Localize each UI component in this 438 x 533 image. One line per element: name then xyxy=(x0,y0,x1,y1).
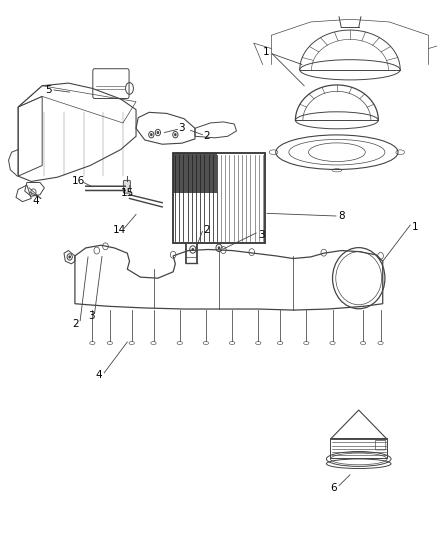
Text: 2: 2 xyxy=(204,131,210,141)
Text: 4: 4 xyxy=(95,370,102,381)
Text: 3: 3 xyxy=(179,123,185,133)
Bar xyxy=(173,154,217,193)
Text: 2: 2 xyxy=(72,319,79,329)
Text: 6: 6 xyxy=(330,483,337,493)
Circle shape xyxy=(218,246,220,249)
Text: 1: 1 xyxy=(412,222,419,232)
Text: 4: 4 xyxy=(32,196,39,206)
Bar xyxy=(173,154,265,243)
Text: 5: 5 xyxy=(46,85,52,95)
Text: 3: 3 xyxy=(258,230,265,240)
Text: 3: 3 xyxy=(88,311,94,321)
FancyBboxPatch shape xyxy=(124,180,131,193)
Text: 1: 1 xyxy=(263,47,269,57)
Text: 8: 8 xyxy=(338,211,345,221)
Circle shape xyxy=(191,248,194,251)
Text: 16: 16 xyxy=(72,176,85,187)
Text: 15: 15 xyxy=(121,188,134,198)
Bar xyxy=(330,438,387,458)
Circle shape xyxy=(68,255,71,259)
Circle shape xyxy=(150,133,152,136)
Circle shape xyxy=(174,133,177,136)
Circle shape xyxy=(156,131,159,134)
Text: 14: 14 xyxy=(113,225,126,236)
Text: 2: 2 xyxy=(204,225,210,236)
